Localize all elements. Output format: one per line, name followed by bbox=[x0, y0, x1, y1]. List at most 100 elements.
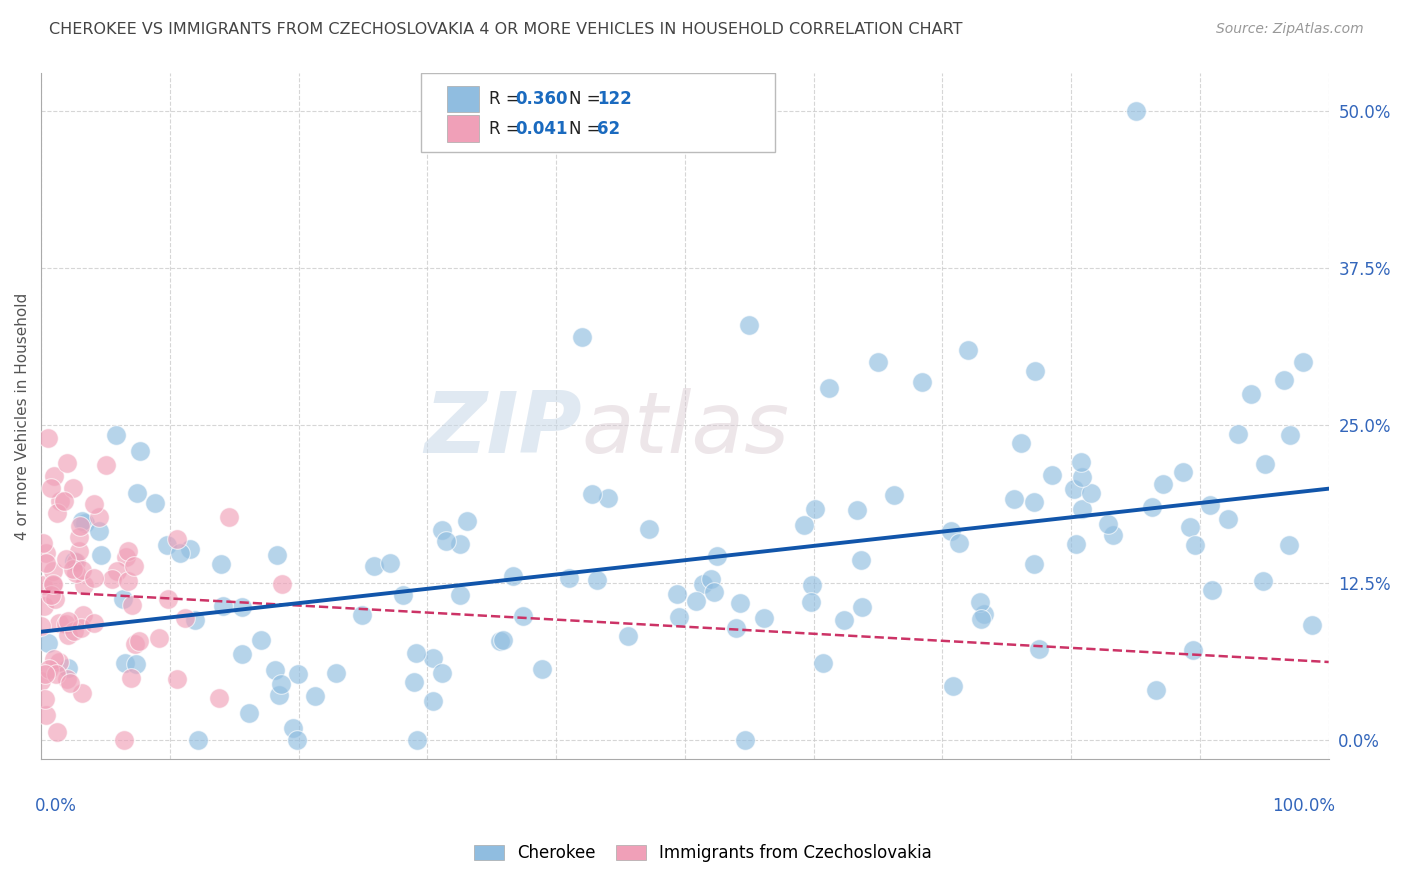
Point bbox=[304, 690, 326, 704]
Point bbox=[75, 516, 97, 531]
Text: 62: 62 bbox=[598, 120, 620, 137]
Point bbox=[665, 586, 688, 600]
Point bbox=[430, 523, 453, 537]
Bar bbox=[447, 86, 479, 112]
Point bbox=[793, 517, 815, 532]
Point bbox=[818, 381, 841, 395]
Point bbox=[1301, 617, 1323, 632]
Text: 0.041: 0.041 bbox=[515, 120, 568, 137]
Point bbox=[121, 598, 143, 612]
Point bbox=[1070, 455, 1092, 469]
Point bbox=[434, 533, 457, 548]
Point bbox=[41, 481, 63, 495]
Point bbox=[211, 599, 233, 614]
Text: 100.0%: 100.0% bbox=[1272, 797, 1336, 814]
Point bbox=[948, 536, 970, 550]
Point bbox=[1142, 500, 1164, 514]
Point bbox=[969, 612, 991, 626]
Point bbox=[70, 621, 93, 635]
Point bbox=[558, 571, 581, 585]
Point bbox=[38, 662, 60, 676]
Point bbox=[63, 553, 86, 567]
Point bbox=[1182, 643, 1205, 657]
Point bbox=[30, 619, 52, 633]
Point bbox=[422, 650, 444, 665]
Point bbox=[63, 624, 86, 639]
Point bbox=[530, 662, 553, 676]
Bar bbox=[447, 115, 479, 142]
Point bbox=[728, 596, 751, 610]
Point bbox=[738, 318, 761, 332]
Point bbox=[208, 690, 231, 705]
Point bbox=[1070, 470, 1092, 484]
Point bbox=[941, 524, 963, 538]
Point bbox=[62, 561, 84, 575]
Point bbox=[734, 732, 756, 747]
Point bbox=[405, 646, 427, 660]
Point bbox=[42, 652, 65, 666]
Point bbox=[1125, 103, 1147, 118]
Point bbox=[638, 522, 661, 536]
Point bbox=[231, 647, 253, 661]
Point bbox=[449, 537, 471, 551]
Point bbox=[264, 663, 287, 677]
Point bbox=[37, 636, 59, 650]
Point bbox=[67, 544, 90, 558]
Point bbox=[115, 550, 138, 565]
Point bbox=[512, 609, 534, 624]
Point bbox=[184, 613, 207, 627]
Point bbox=[59, 676, 82, 690]
Point bbox=[112, 732, 135, 747]
Point bbox=[270, 577, 292, 591]
Point bbox=[101, 572, 124, 586]
Point bbox=[1184, 538, 1206, 552]
Point bbox=[1064, 537, 1087, 551]
Point bbox=[957, 343, 980, 357]
Point bbox=[45, 725, 67, 739]
Point bbox=[31, 578, 53, 592]
Point bbox=[218, 510, 240, 524]
Text: N =: N = bbox=[569, 120, 606, 137]
Point bbox=[122, 558, 145, 573]
Point bbox=[1180, 520, 1202, 534]
Text: R =: R = bbox=[489, 90, 526, 108]
Point bbox=[166, 672, 188, 686]
Point bbox=[62, 481, 84, 495]
Point bbox=[53, 493, 76, 508]
Point bbox=[617, 628, 640, 642]
Point bbox=[969, 595, 991, 609]
Point bbox=[804, 501, 827, 516]
Point bbox=[1010, 435, 1032, 450]
Point bbox=[30, 673, 52, 688]
Point bbox=[90, 548, 112, 562]
Legend: Cherokee, Immigrants from Czechoslovakia: Cherokee, Immigrants from Czechoslovakia bbox=[465, 836, 941, 871]
Point bbox=[42, 578, 65, 592]
Point bbox=[32, 536, 55, 550]
Point bbox=[392, 588, 415, 602]
Point bbox=[800, 595, 823, 609]
Point bbox=[380, 557, 402, 571]
Point bbox=[1292, 355, 1315, 369]
FancyBboxPatch shape bbox=[420, 73, 775, 152]
Point bbox=[685, 594, 707, 608]
Point bbox=[143, 496, 166, 510]
Point bbox=[883, 488, 905, 502]
Point bbox=[72, 686, 94, 700]
Point bbox=[1028, 641, 1050, 656]
Point bbox=[42, 564, 65, 578]
Point bbox=[269, 688, 291, 702]
Point bbox=[69, 519, 91, 533]
Point bbox=[58, 614, 80, 628]
Point bbox=[1144, 682, 1167, 697]
Point bbox=[692, 577, 714, 591]
Point bbox=[148, 631, 170, 645]
Point bbox=[283, 721, 305, 735]
Point bbox=[44, 592, 66, 607]
Point bbox=[352, 607, 374, 622]
Point bbox=[1080, 486, 1102, 500]
Point bbox=[35, 556, 58, 570]
Point bbox=[157, 591, 180, 606]
Point bbox=[325, 666, 347, 681]
Point bbox=[1022, 494, 1045, 508]
Point bbox=[56, 456, 79, 470]
